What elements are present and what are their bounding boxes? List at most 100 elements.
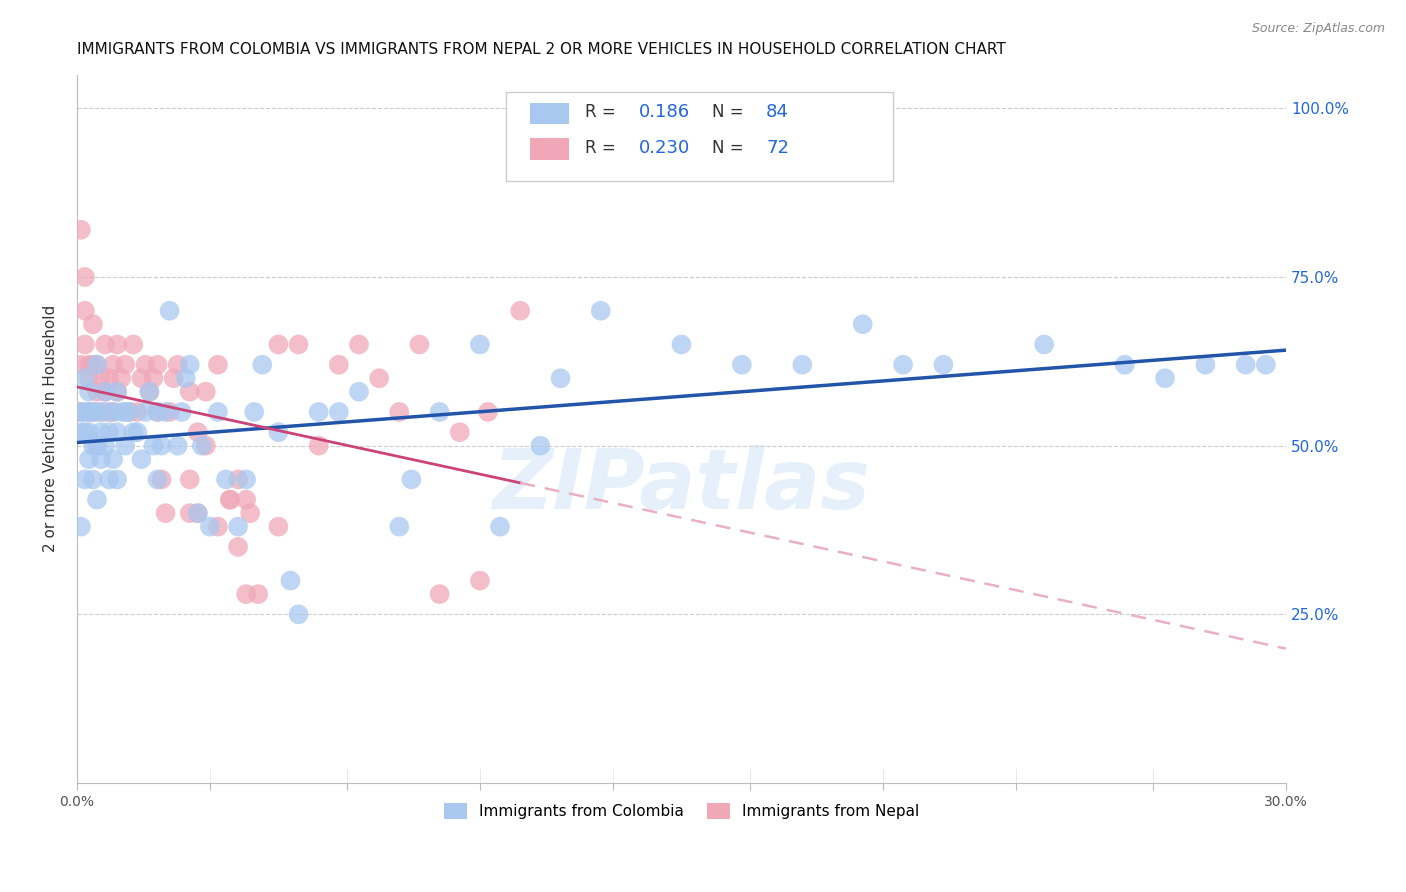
Bar xyxy=(530,103,569,124)
Point xyxy=(77,425,100,440)
Point xyxy=(131,371,153,385)
Point xyxy=(150,472,173,486)
Point xyxy=(219,492,242,507)
Point xyxy=(90,452,112,467)
Point xyxy=(328,358,350,372)
Point xyxy=(509,303,531,318)
Text: N =: N = xyxy=(711,138,748,157)
Point xyxy=(105,472,128,486)
Point xyxy=(73,303,96,318)
Point xyxy=(187,425,209,440)
Point xyxy=(138,384,160,399)
Point xyxy=(82,317,104,331)
Point xyxy=(146,405,169,419)
Point xyxy=(110,371,132,385)
Point xyxy=(162,371,184,385)
Point xyxy=(86,492,108,507)
Point xyxy=(477,405,499,419)
Point xyxy=(226,472,249,486)
Point xyxy=(101,452,124,467)
Point xyxy=(82,472,104,486)
Point xyxy=(287,607,309,622)
Point xyxy=(122,425,145,440)
Point xyxy=(77,405,100,419)
Point xyxy=(77,384,100,399)
Point xyxy=(82,439,104,453)
Point xyxy=(792,358,814,372)
Text: 0.186: 0.186 xyxy=(640,103,690,121)
Text: Source: ZipAtlas.com: Source: ZipAtlas.com xyxy=(1251,22,1385,36)
Point xyxy=(146,358,169,372)
Point xyxy=(159,303,181,318)
Point xyxy=(101,358,124,372)
Point xyxy=(179,472,201,486)
Point xyxy=(142,371,165,385)
Point xyxy=(1254,358,1277,372)
Point xyxy=(82,358,104,372)
Point xyxy=(90,405,112,419)
Point xyxy=(86,439,108,453)
Point xyxy=(207,519,229,533)
Point xyxy=(235,472,257,486)
Point xyxy=(70,405,93,419)
Point xyxy=(194,439,217,453)
Point xyxy=(94,384,117,399)
Point xyxy=(118,405,141,419)
Point xyxy=(98,472,121,486)
Point xyxy=(468,574,491,588)
Point xyxy=(671,337,693,351)
Point xyxy=(388,405,411,419)
Point xyxy=(110,405,132,419)
Point xyxy=(73,270,96,285)
Point xyxy=(207,358,229,372)
Point xyxy=(529,439,551,453)
Point xyxy=(449,425,471,440)
Point xyxy=(1154,371,1177,385)
Point xyxy=(1114,358,1136,372)
Point xyxy=(82,405,104,419)
Point xyxy=(105,337,128,351)
Point xyxy=(94,439,117,453)
Point xyxy=(127,425,149,440)
Point xyxy=(174,371,197,385)
Point xyxy=(287,337,309,351)
Point xyxy=(429,587,451,601)
Point xyxy=(86,384,108,399)
Point xyxy=(155,506,177,520)
Point xyxy=(150,439,173,453)
Point xyxy=(368,371,391,385)
Point xyxy=(166,439,188,453)
Point xyxy=(77,405,100,419)
Point xyxy=(308,405,330,419)
Point xyxy=(852,317,875,331)
Point xyxy=(94,337,117,351)
Point xyxy=(179,358,201,372)
Text: 72: 72 xyxy=(766,138,789,157)
Point xyxy=(127,405,149,419)
Point xyxy=(134,358,156,372)
Point xyxy=(131,452,153,467)
Point xyxy=(235,587,257,601)
Point xyxy=(408,337,430,351)
Point xyxy=(70,425,93,440)
Point xyxy=(70,405,93,419)
Point xyxy=(198,519,221,533)
Point xyxy=(239,506,262,520)
Point xyxy=(170,405,193,419)
Point xyxy=(194,384,217,399)
Text: R =: R = xyxy=(585,103,620,121)
Point xyxy=(932,358,955,372)
Point xyxy=(105,425,128,440)
Point xyxy=(98,371,121,385)
Point xyxy=(70,358,93,372)
Point xyxy=(267,425,290,440)
Point xyxy=(179,506,201,520)
Point xyxy=(429,405,451,419)
Point xyxy=(101,405,124,419)
Point xyxy=(179,384,201,399)
Point xyxy=(347,337,370,351)
Point xyxy=(731,358,754,372)
Bar xyxy=(530,138,569,160)
Y-axis label: 2 or more Vehicles in Household: 2 or more Vehicles in Household xyxy=(44,305,58,552)
Point xyxy=(308,439,330,453)
